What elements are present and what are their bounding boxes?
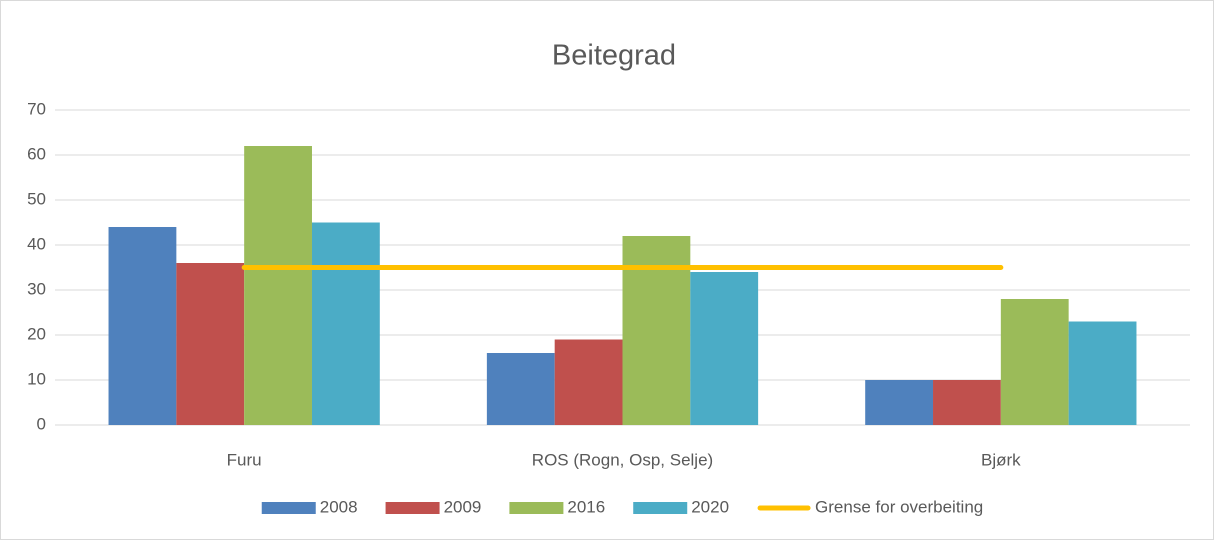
x-tick-label: Furu [227,450,262,469]
legend-label: 2009 [444,497,482,516]
y-tick-label: 40 [27,234,46,253]
x-tick-label: ROS (Rogn, Osp, Selje) [532,450,713,469]
legend-symbol [509,502,564,514]
bar [865,380,934,425]
bar [108,227,177,425]
chart-title: Beitegrad [552,40,676,72]
bar [244,146,312,425]
legend-label: 2016 [567,497,605,516]
legend-symbol [385,502,440,514]
bar [311,222,380,425]
y-tick-label: 70 [27,99,46,118]
bar [486,353,555,425]
y-tick-label: 50 [27,189,46,208]
x-tick-label: Bjørk [981,450,1021,469]
bar [1000,299,1069,425]
legend-symbol [633,502,688,514]
y-tick-label: 30 [27,279,46,298]
legend-label: Grense for overbeiting [815,497,983,516]
y-tick-label: 20 [27,324,46,343]
legend-symbol [261,502,316,514]
y-tick-label: 60 [27,144,46,163]
legend-label: 2020 [691,497,729,516]
bar [176,263,245,425]
bar [554,339,623,425]
bar [622,236,691,425]
bar [1068,321,1137,425]
y-tick-label: 10 [27,369,46,388]
y-tick-label: 0 [37,414,46,433]
legend-label: 2008 [320,497,358,516]
bar [690,272,759,425]
bar [933,380,1001,425]
